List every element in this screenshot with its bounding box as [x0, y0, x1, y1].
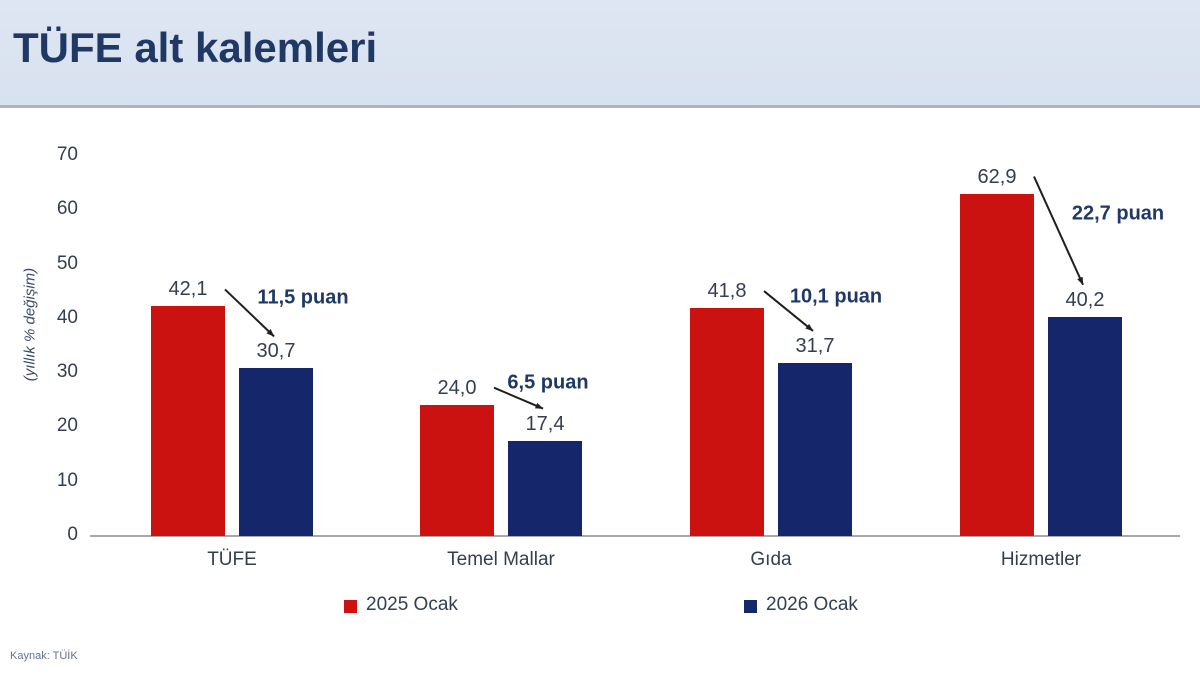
diff-annotation: 10,1 puan — [789, 285, 883, 308]
bar-2026-ocak — [239, 368, 313, 536]
bar-value-label: 17,4 — [525, 412, 565, 435]
category-label: Hizmetler — [1000, 549, 1082, 570]
legend-item-2025: 2025 Ocak — [344, 594, 458, 616]
bar-2025-ocak — [151, 306, 225, 536]
y-tick-label: 60 — [56, 198, 78, 220]
decrease-arrow — [1033, 176, 1084, 286]
bar-value-label: 30,7 — [256, 340, 296, 363]
legend-swatch-2025 — [344, 599, 357, 613]
bar-2026-ocak — [1048, 316, 1122, 536]
bar-2025-ocak — [960, 193, 1034, 536]
legend-label-2025: 2025 Ocak — [366, 594, 458, 615]
diff-annotation: 11,5 puan — [257, 286, 349, 309]
header-banner: TÜFE alt kalemleri — [0, 0, 1200, 108]
bar-value-label: 40,2 — [1065, 288, 1105, 311]
diff-annotation: 22,7 puan — [1071, 202, 1165, 225]
y-tick-label: 20 — [56, 415, 78, 437]
legend-swatch-2026 — [744, 599, 757, 613]
diff-annotation: 6,5 puan — [507, 371, 589, 394]
bar-value-label: 41,8 — [707, 280, 747, 303]
y-tick-label: 70 — [56, 144, 78, 165]
x-axis-line — [90, 535, 1180, 537]
bar-2026-ocak — [508, 440, 582, 536]
bar-value-label: 24,0 — [437, 376, 477, 399]
category-label: Gıda — [750, 549, 792, 570]
category-label: Temel Mallar — [447, 549, 555, 570]
category-label: TÜFE — [207, 549, 257, 570]
bar-2026-ocak — [778, 362, 852, 536]
legend-label-2026: 2026 Ocak — [766, 594, 858, 615]
y-tick-label: 30 — [56, 361, 78, 383]
bar-2025-ocak — [420, 404, 494, 536]
source-note: Kaynak: TÜİK — [10, 650, 78, 662]
y-tick-label: 40 — [56, 306, 78, 328]
bar-value-label: 31,7 — [795, 334, 835, 357]
bar-value-label: 42,1 — [168, 278, 208, 301]
bar-2025-ocak — [690, 308, 764, 536]
bar-value-label: 62,9 — [977, 165, 1017, 188]
legend-item-2026: 2026 Ocak — [744, 594, 858, 616]
y-tick-label: 50 — [56, 252, 78, 274]
y-tick-label: 10 — [56, 469, 78, 491]
page-title: TÜFE alt kalemleri — [13, 24, 378, 71]
y-tick-label: 0 — [67, 524, 78, 545]
